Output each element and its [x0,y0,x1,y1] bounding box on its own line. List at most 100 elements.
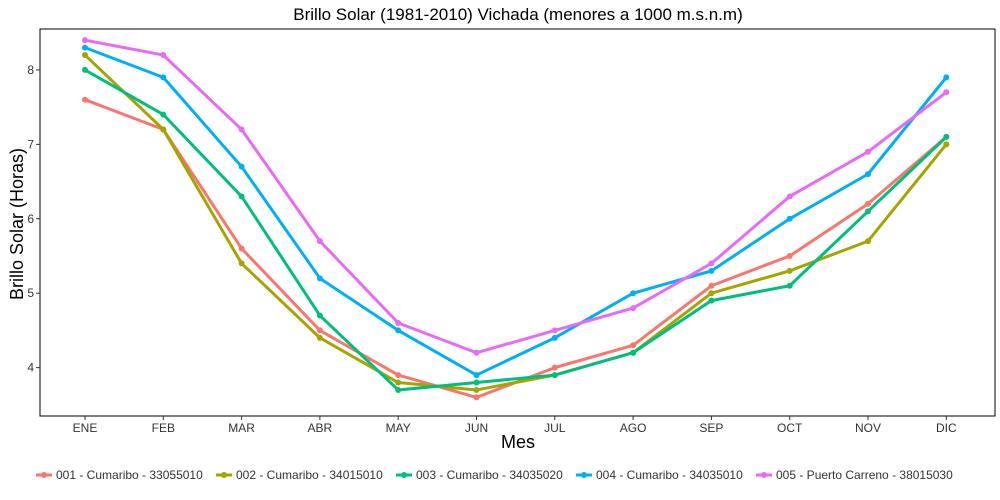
data-point [82,52,88,59]
data-point [473,386,480,393]
legend: 001 - Cumaribo - 33055010 002 - Cumaribo … [36,468,953,482]
x-tick-label: OCT [777,421,803,435]
data-point [82,37,88,44]
x-tick-label: AGO [620,421,647,435]
legend-item: 003 - Cumaribo - 34035020 [396,468,563,482]
series-layer [82,37,950,401]
legend-key-point [581,472,587,478]
data-point [160,126,167,133]
x-tick-label: NOV [855,421,881,435]
data-point [551,372,558,379]
data-point [943,74,950,81]
x-tick-label: ENE [73,421,98,435]
data-point [865,238,871,245]
data-point [82,66,88,73]
data-point [943,133,950,140]
x-tick-label: MAY [386,421,411,435]
data-point [630,290,637,297]
x-tick-label: FEB [152,421,175,435]
y-tick-label: 4 [27,361,34,375]
plot-panel [39,28,996,417]
data-point [943,141,950,148]
data-point [316,327,323,334]
series-line [83,68,948,392]
x-tick-label: JUL [544,421,566,435]
legend-item: 004 - Cumaribo - 34035010 [576,468,743,482]
data-point [943,89,950,96]
data-point [395,327,402,334]
data-point [551,364,558,371]
legend-item: 001 - Cumaribo - 33055010 [36,468,203,482]
data-point [238,193,245,200]
series-4 [82,44,950,379]
data-point [316,312,323,319]
data-point [473,349,480,356]
data-point [238,126,245,133]
data-point [238,163,245,170]
legend-item: 002 - Cumaribo - 34015010 [216,468,383,482]
data-point [786,252,793,259]
x-axis: ENE FEB MAR ABR MAY JUN JUL AGO SEP OCT NOV DIC [73,416,957,435]
data-point [395,372,402,379]
data-point [865,200,871,207]
legend-label: 005 - Puerto Carreno - 38015030 [776,468,953,482]
legend-label: 003 - Cumaribo - 34035020 [416,468,563,482]
data-point [160,52,167,59]
data-point [865,208,871,215]
data-point [395,386,402,393]
data-point [395,319,402,326]
data-point [708,282,715,289]
series-line [83,53,948,392]
series-line [83,98,948,399]
data-point [238,245,245,252]
data-point [160,74,167,81]
data-point [865,171,871,178]
data-point [82,44,88,51]
data-point [708,290,715,297]
data-point [708,297,715,304]
data-point [473,379,480,386]
data-point [316,238,323,245]
data-point [473,394,480,401]
data-point [316,275,323,282]
x-tick-label: MAR [228,421,255,435]
data-point [786,193,793,200]
x-tick-label: JUN [465,421,488,435]
data-point [551,327,558,334]
data-point [160,111,167,118]
data-point [865,148,871,155]
x-axis-title: Mes [501,432,535,452]
data-point [786,282,793,289]
x-tick-label: SEP [699,421,723,435]
data-point [316,334,323,341]
data-point [630,305,637,312]
x-tick-label: DIC [936,421,957,435]
data-point [708,267,715,274]
series-line [83,46,948,377]
legend-key-point [221,472,227,478]
legend-key-point [41,472,47,478]
data-point [551,334,558,341]
data-point [82,96,88,103]
y-axis: 4 5 6 7 8 [27,63,40,375]
legend-item: 005 - Puerto Carreno - 38015030 [756,468,953,482]
data-point [630,342,637,349]
data-point [630,349,637,356]
legend-key-point [401,472,407,478]
series-line [83,38,948,355]
y-axis-title: Brillo Solar (Horas) [7,148,27,300]
y-tick-label: 7 [27,137,34,151]
legend-label: 002 - Cumaribo - 34015010 [236,468,383,482]
data-point [786,267,793,274]
data-point [395,379,402,386]
y-tick-label: 5 [27,286,34,300]
data-point [708,260,715,267]
data-point [238,260,245,267]
x-tick-label: ABR [308,421,333,435]
legend-label: 004 - Cumaribo - 34035010 [596,468,743,482]
data-point [473,372,480,379]
chart-title: Brillo Solar (1981-2010) Vichada (menore… [293,5,742,24]
series-5 [82,37,950,356]
data-point [786,215,793,222]
